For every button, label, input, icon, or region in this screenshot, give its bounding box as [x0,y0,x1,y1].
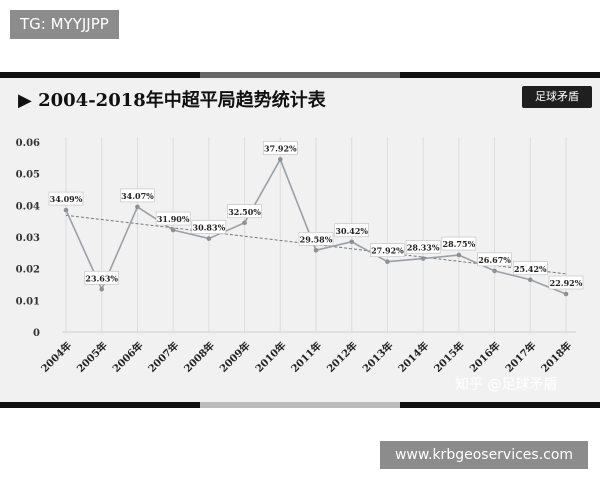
data-label-box [512,261,548,276]
data-label: 25.42% [514,264,547,274]
top-label: TG: MYYJJPP [10,10,119,39]
x-tick-label: 2014年 [395,339,431,375]
data-label: 31.90% [157,214,190,224]
data-label: 37.92% [264,143,297,153]
y-tick-label: 0.04 [16,201,40,212]
y-tick-label: 0.02 [16,265,40,276]
data-point [242,220,247,226]
data-label-box [334,223,370,238]
data-point [349,239,355,245]
data-label-box [84,270,120,285]
data-label: 32.50% [228,207,261,217]
data-label-box [120,188,155,203]
data-point [99,286,105,292]
chart-title: ▶ 2004-2018年中超平局趋势统计表 [18,90,326,111]
data-label: 23.63% [85,273,118,283]
data-label: 29.58% [300,234,333,244]
x-tick-label: 2006年 [110,339,146,375]
top-color-bar [0,72,600,78]
data-label: 27.92% [371,246,404,256]
brand-logo: 足球矛盾 [522,86,592,108]
data-label-box [191,220,227,234]
y-tick-label: 0.05 [16,170,40,181]
data-point [527,277,533,283]
data-label-box [370,243,405,257]
x-tick-label: 2004年 [38,339,74,375]
x-tick-label: 2012年 [324,339,360,375]
data-label: 22.92% [550,278,583,288]
data-label: 28.33% [407,243,440,253]
data-label-box [441,236,477,251]
data-point [420,256,426,261]
y-tick-label: 0 [33,328,40,339]
line-chart: 0 0.01 0.02 0.03 0.04 0.05 0.06 2004年 2005年 2006年… [16,137,584,375]
data-label: 30.83% [193,223,226,233]
data-point [277,157,283,162]
data-label: 26.67% [478,255,511,265]
x-tick-label: 2013年 [360,339,396,375]
chart-panel: ▶ 2004-2018年中超平局趋势统计表 足球矛盾 0 0.01 0.02 0.03… [0,72,600,408]
x-tick-label: 2011年 [288,339,324,375]
data-point [206,236,212,241]
bottom-color-bar [0,402,600,408]
data-label-box [405,240,441,254]
data-label: 28.75% [443,239,476,249]
x-tick-label: 2005年 [74,339,110,375]
data-point [63,207,69,213]
x-tick-label: 2018年 [538,339,574,375]
x-tick-label: 2008年 [181,339,217,375]
data-label-box [298,232,334,246]
data-point [563,291,569,297]
data-label-box [227,204,262,219]
x-tick-label: 2017年 [502,339,538,375]
data-label-box [477,252,512,267]
data-point [385,259,390,264]
data-point [492,268,497,274]
data-point [313,248,319,253]
data-label-box [155,211,191,226]
x-tick-label: 2016年 [467,339,503,375]
data-label-box [262,141,298,155]
watermark: 知乎 @足球矛盾 [455,377,558,393]
data-label-box [548,275,584,290]
y-tick-label: 0.01 [16,296,40,307]
data-label: 34.09% [50,194,83,204]
data-label-box [48,191,84,206]
y-tick-label: 0.03 [16,233,40,244]
x-tick-label: 2015年 [431,339,467,375]
x-tick-label: 2009年 [217,339,253,375]
data-label: 30.42% [335,226,368,236]
bottom-label: www.krbgeoservices.com [380,441,588,469]
x-tick-label: 2010年 [252,339,288,375]
data-label: 34.07% [121,191,154,201]
x-tick-label: 2007年 [145,339,181,375]
data-point [135,204,140,210]
y-tick-label: 0.06 [16,138,40,149]
data-point [170,227,176,233]
data-point [456,252,462,258]
